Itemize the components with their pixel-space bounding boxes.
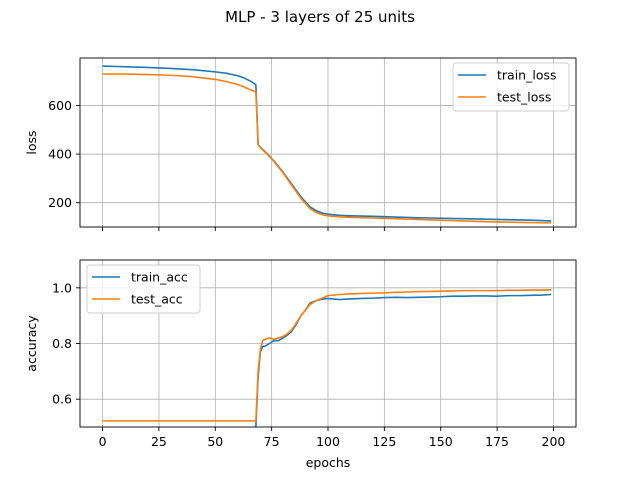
series-line-test-acc [102,288,552,422]
y-tick-label: 600 [48,98,72,113]
x-tick-label: 175 [485,434,509,449]
x-tick-label: 25 [151,434,167,449]
loss-axes: 200 400 600 loss train_loss test_loss [24,57,577,231]
series-line-train-acc [255,293,552,427]
y-tick-label: 0.8 [52,336,72,351]
legend: train_loss test_loss [452,62,570,112]
series-lines [102,288,552,427]
legend-label: test_acc [131,292,183,307]
legend-label: train_acc [131,270,188,285]
x-tick-label: 50 [207,434,223,449]
legend: train_acc test_acc [86,264,201,314]
x-tick-label: 125 [372,434,396,449]
y-tick-label: 400 [48,147,72,162]
figure-title: MLP - 3 layers of 25 units [225,8,415,26]
y-tick-label: 1.0 [52,280,72,295]
y-tick-label: 200 [48,195,72,210]
y-axis-label: accuracy [24,315,39,372]
x-axis-label: epochs [306,455,351,470]
x-tick-label: 100 [316,434,340,449]
y-tick-label: 0.6 [52,392,72,407]
series-line-test-loss [102,73,552,224]
accuracy-axes: 0 25 50 75 100 125 150 175 200 0.6 0.8 1.0 accuracy e… [24,259,577,470]
x-tick-label: 0 [99,434,107,449]
x-tick-label: 75 [264,434,280,449]
legend-label: train_loss [497,68,557,83]
series-lines [102,65,552,224]
x-tick-label: 150 [429,434,453,449]
legend-label: test_loss [497,90,551,105]
x-tick-label: 200 [542,434,566,449]
y-axis-label: loss [24,130,39,154]
